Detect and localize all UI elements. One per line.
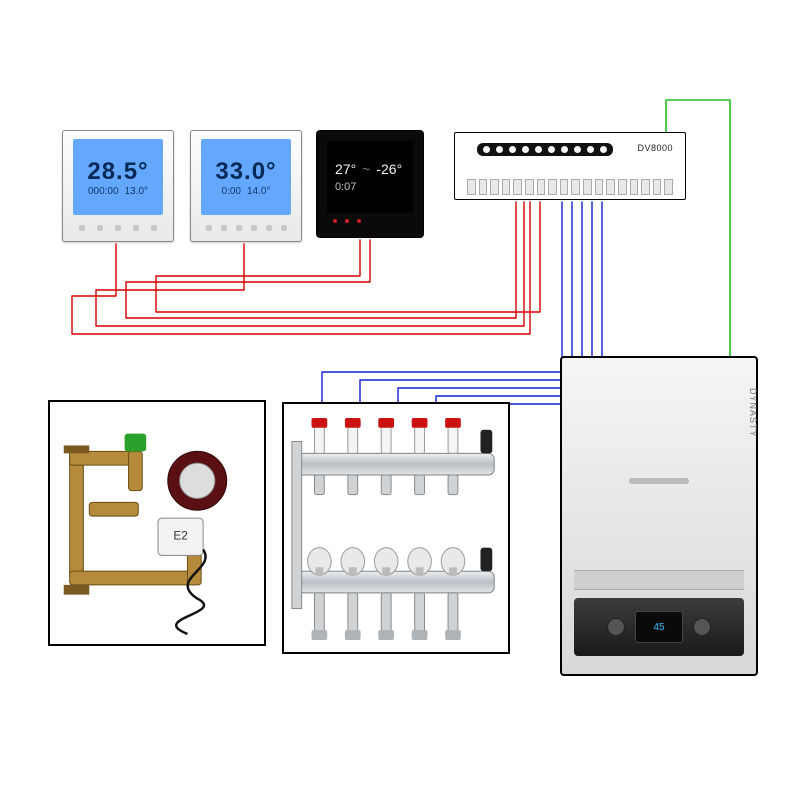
thermostat-1-screen: 28.5° 000:00 13.0°: [73, 139, 163, 215]
manifold-unit: [282, 402, 510, 654]
thermostat-1-sub-right: 13.0°: [125, 186, 148, 197]
thermostat-3-time: 0:07: [335, 181, 356, 193]
hub-led-strip: [477, 143, 613, 156]
pump-mixing-unit: E2: [48, 400, 266, 646]
thermostat-3: 27° ~ -26° 0:07: [316, 130, 424, 238]
thermostat-1-sub-left: 000:00: [88, 186, 119, 197]
manifold-illustration: [284, 404, 508, 652]
thermostat-2-sub-left: 0:00: [222, 186, 241, 197]
thermostat-2-sub-right: 14.0°: [247, 186, 270, 197]
thermostat-3-screen: 27° ~ -26° 0:07: [327, 141, 413, 213]
diagram-stage: 28.5° 000:00 13.0° 33.0° 0:00 14.0° 27° …: [0, 0, 800, 800]
boiler-brand-vertical: DYNASTY: [748, 388, 758, 438]
boiler-control-panel: 45: [574, 598, 744, 656]
thermostat-2-screen: 33.0° 0:00 14.0°: [201, 139, 291, 215]
boiler-knob-left: [607, 618, 625, 636]
hub-terminal-strip: [467, 179, 673, 193]
thermostat-3-temp-right: -26°: [376, 161, 402, 177]
hub-brand-label: DV8000: [637, 143, 673, 153]
thermostat-2-temp: 33.0°: [215, 158, 276, 186]
thermostat-2: 33.0° 0:00 14.0°: [190, 130, 302, 242]
thermostat-3-temp-left: 27°: [335, 161, 356, 177]
svg-text:E2: E2: [173, 530, 187, 543]
boiler-unit: DYNASTY 45: [560, 356, 758, 676]
thermostat-1-temp: 28.5°: [87, 158, 148, 186]
thermostat-1-buttons: [73, 221, 163, 235]
thermostat-1: 28.5° 000:00 13.0°: [62, 130, 174, 242]
thermostat-2-buttons: [201, 221, 291, 235]
thermostat-3-indicators: [327, 219, 413, 231]
boiler-knob-right: [693, 618, 711, 636]
controller-hub: DV8000: [454, 132, 686, 200]
boiler-brand-line: [574, 570, 744, 590]
boiler-vent-slot: [629, 478, 689, 484]
boiler-display: 45: [635, 611, 683, 643]
pump-illustration: E2: [50, 402, 264, 644]
